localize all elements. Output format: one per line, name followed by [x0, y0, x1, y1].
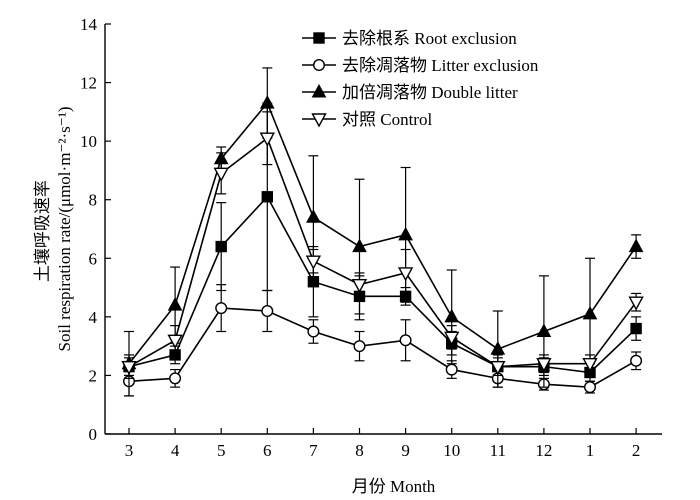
data-point [582, 305, 598, 320]
data-point [397, 267, 414, 282]
data-point [353, 340, 366, 353]
y-tick-label: 4 [89, 308, 98, 327]
data-point [213, 167, 229, 182]
legend-marker [311, 113, 327, 128]
data-point [121, 360, 137, 376]
data-point [630, 322, 642, 335]
data-point [305, 255, 322, 270]
y-tick-label: 0 [89, 425, 98, 444]
x-axis-title: 月份 Month [352, 477, 436, 496]
x-tick-label: 10 [443, 441, 460, 460]
legend-marker [313, 59, 326, 72]
x-tick-label: 11 [490, 441, 506, 460]
data-point [307, 325, 320, 338]
x-tick-label: 6 [263, 441, 272, 460]
data-point [445, 363, 458, 376]
y-axis-title-en: Soil respiration rate/(μmol·m⁻²·s⁻¹) [55, 107, 74, 352]
legend-item: 去除凋落物 Litter exclusion [302, 56, 539, 75]
data-point [215, 302, 228, 315]
y-tick-label: 2 [89, 366, 98, 385]
data-point [351, 278, 368, 294]
data-point [536, 323, 552, 337]
y-tick-label: 10 [80, 132, 97, 151]
plot-area [121, 67, 644, 397]
data-point [215, 240, 227, 253]
data-point [444, 331, 460, 346]
data-point [584, 381, 597, 394]
data-point [444, 308, 460, 323]
legend-marker [311, 83, 327, 98]
x-tick-label: 12 [535, 441, 552, 460]
legend-label: 加倍凋落物 Double litter [342, 83, 518, 102]
data-point [259, 95, 275, 109]
series-line [128, 195, 637, 374]
y-axis-title-cn: 土壤呼吸速率 [32, 180, 52, 282]
data-point [261, 191, 274, 203]
x-tick-label: 5 [217, 441, 226, 460]
data-point [352, 238, 367, 253]
data-point [536, 358, 552, 373]
x-tick-label: 3 [125, 441, 134, 460]
data-point [167, 334, 183, 349]
series-line [128, 136, 637, 368]
legend-item: 对照 Control [302, 110, 432, 129]
series-2 [122, 284, 643, 397]
x-tick-label: 1 [586, 441, 595, 460]
data-point [259, 132, 275, 147]
y-tick-label: 8 [89, 191, 98, 210]
legend-marker [313, 32, 325, 44]
x-tick-label: 2 [632, 441, 641, 460]
x-tick-label: 4 [171, 441, 180, 460]
legend-label: 去除凋落物 Litter exclusion [342, 56, 539, 75]
x-tick-label: 7 [309, 441, 318, 460]
data-point [628, 238, 644, 253]
data-point [628, 296, 644, 311]
legend-label: 对照 Control [342, 110, 432, 129]
data-point [630, 354, 643, 367]
data-point [399, 334, 412, 347]
data-point [582, 358, 598, 373]
legend-item: 加倍凋落物 Double litter [302, 83, 518, 102]
legend-item: 去除根系 Root exclusion [302, 29, 517, 48]
series-line [128, 101, 637, 365]
data-point [490, 341, 506, 355]
y-tick-label: 14 [80, 15, 98, 34]
data-point [167, 297, 183, 311]
series-4 [121, 111, 644, 379]
x-tick-label: 8 [355, 441, 364, 460]
data-point [490, 360, 506, 376]
axes [104, 24, 662, 435]
x-tick-label: 9 [401, 441, 410, 460]
legend-label: 去除根系 Root exclusion [342, 29, 517, 48]
data-point [306, 209, 321, 223]
data-point [169, 372, 182, 385]
legend: 去除根系 Root exclusion 去除凋落物 Litter exclusio… [302, 29, 539, 129]
y-tick-label: 6 [89, 249, 98, 268]
y-tick-label: 12 [80, 74, 97, 93]
data-point [398, 226, 413, 241]
data-point [261, 305, 274, 318]
y-axis-title: 土壤呼吸速率 Soil respiration rate/(μmol·m⁻²·s… [32, 107, 74, 352]
series-line [128, 307, 637, 388]
